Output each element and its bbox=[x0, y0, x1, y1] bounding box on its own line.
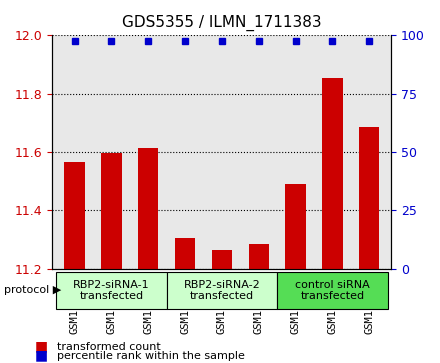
Bar bbox=[64, 162, 85, 269]
Bar bbox=[175, 238, 195, 269]
Text: percentile rank within the sample: percentile rank within the sample bbox=[57, 351, 245, 361]
Bar bbox=[286, 184, 306, 269]
Text: transformed count: transformed count bbox=[57, 342, 161, 352]
Bar bbox=[323, 78, 343, 269]
Bar bbox=[101, 154, 121, 269]
Title: GDS5355 / ILMN_1711383: GDS5355 / ILMN_1711383 bbox=[122, 15, 322, 31]
Text: protocol ▶: protocol ▶ bbox=[4, 285, 62, 295]
Text: RBP2-siRNA-2
transfected: RBP2-siRNA-2 transfected bbox=[183, 280, 260, 301]
Bar bbox=[138, 148, 158, 269]
Bar bbox=[212, 250, 232, 269]
Bar bbox=[249, 244, 269, 269]
Text: ■: ■ bbox=[35, 340, 48, 354]
Text: control siRNA
transfected: control siRNA transfected bbox=[295, 280, 370, 301]
Bar bbox=[359, 127, 379, 269]
Text: ■: ■ bbox=[35, 349, 48, 363]
Text: RBP2-siRNA-1
transfected: RBP2-siRNA-1 transfected bbox=[73, 280, 150, 301]
